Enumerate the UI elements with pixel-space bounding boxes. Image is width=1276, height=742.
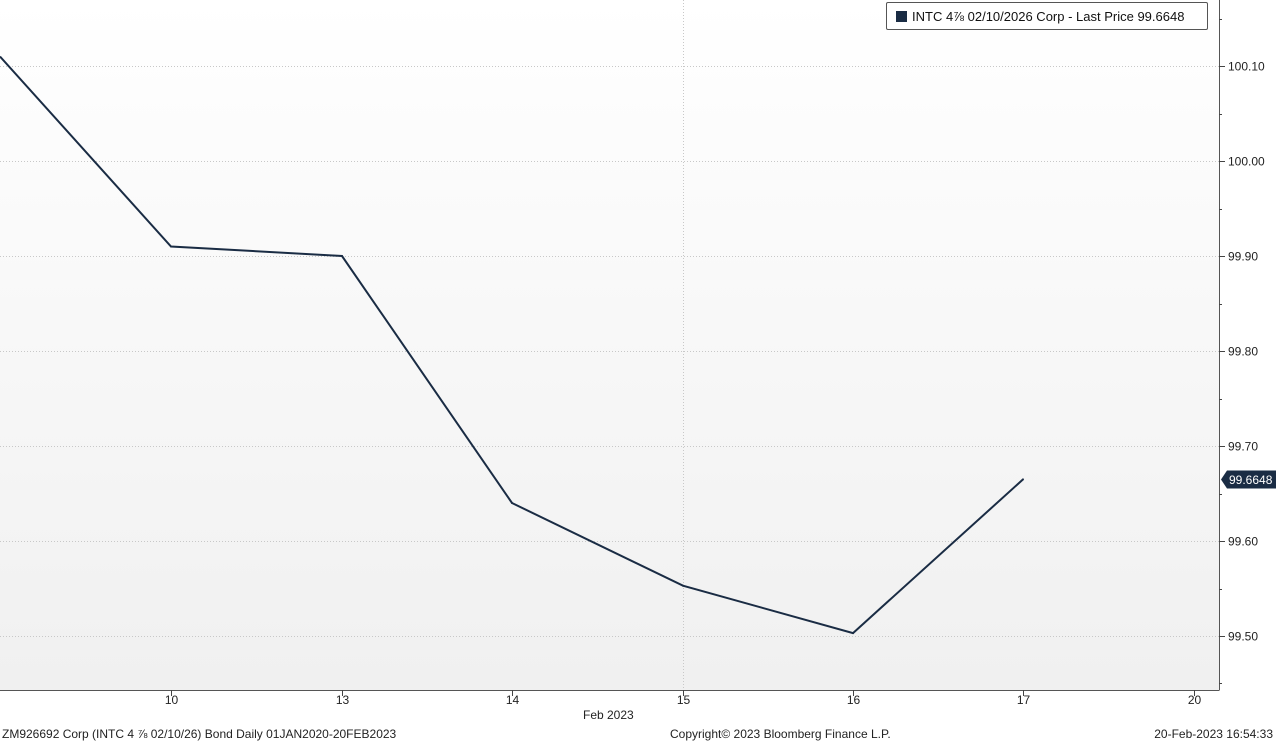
price-data-point bbox=[511, 502, 513, 504]
axis-ticks: 99.50 99.60 99.70 99.80 99.90 100.00 100.10 10 1… bbox=[165, 19, 1265, 707]
y-tick-label: 100.00 bbox=[1228, 155, 1265, 169]
price-data-point bbox=[170, 245, 172, 248]
y-tick-label: 99.70 bbox=[1228, 440, 1258, 454]
price-data-point bbox=[682, 584, 684, 587]
x-tick-label: 10 bbox=[165, 693, 179, 707]
y-tick-label: 99.50 bbox=[1228, 630, 1258, 644]
x-tick-label: 14 bbox=[506, 693, 520, 707]
legend: INTC 4⅞ 02/10/2026 Corp - Last Price 99.… bbox=[886, 2, 1208, 30]
last-price-label: 99.6648 bbox=[1229, 473, 1273, 487]
footer-copyright: Copyright© 2023 Bloomberg Finance L.P. bbox=[670, 727, 891, 741]
footer-timestamp: 20-Feb-2023 16:54:33 bbox=[1154, 727, 1273, 741]
footer-security-info: ZM926692 Corp (INTC 4 ⅞ 02/10/26) Bond D… bbox=[2, 727, 397, 741]
last-price-badge bbox=[1221, 470, 1276, 489]
legend-label: INTC 4⅞ 02/10/2026 Corp - Last Price 99.… bbox=[912, 8, 1185, 24]
price-data-point bbox=[341, 255, 343, 257]
plot-background bbox=[0, 0, 1219, 690]
x-tick-label: 20 bbox=[1188, 693, 1202, 707]
last-price-badge-group: 99.6648 bbox=[1221, 470, 1276, 489]
y-tick-label: 99.90 bbox=[1228, 250, 1258, 264]
y-tick-label: 100.10 bbox=[1228, 60, 1265, 74]
legend-swatch bbox=[896, 10, 907, 22]
grid-lines bbox=[0, 0, 1219, 690]
x-tick-label: 17 bbox=[1017, 693, 1031, 707]
price-data-point bbox=[852, 632, 854, 635]
x-tick-label: 15 bbox=[677, 693, 691, 707]
price-data-point bbox=[1022, 478, 1024, 481]
x-tick-label: 16 bbox=[847, 693, 861, 707]
x-month-label: Feb 2023 bbox=[583, 708, 634, 722]
series-layer bbox=[0, 55, 1024, 635]
y-tick-label: 99.60 bbox=[1228, 535, 1258, 549]
y-tick-label: 99.80 bbox=[1228, 345, 1258, 359]
x-tick-label: 13 bbox=[336, 693, 350, 707]
